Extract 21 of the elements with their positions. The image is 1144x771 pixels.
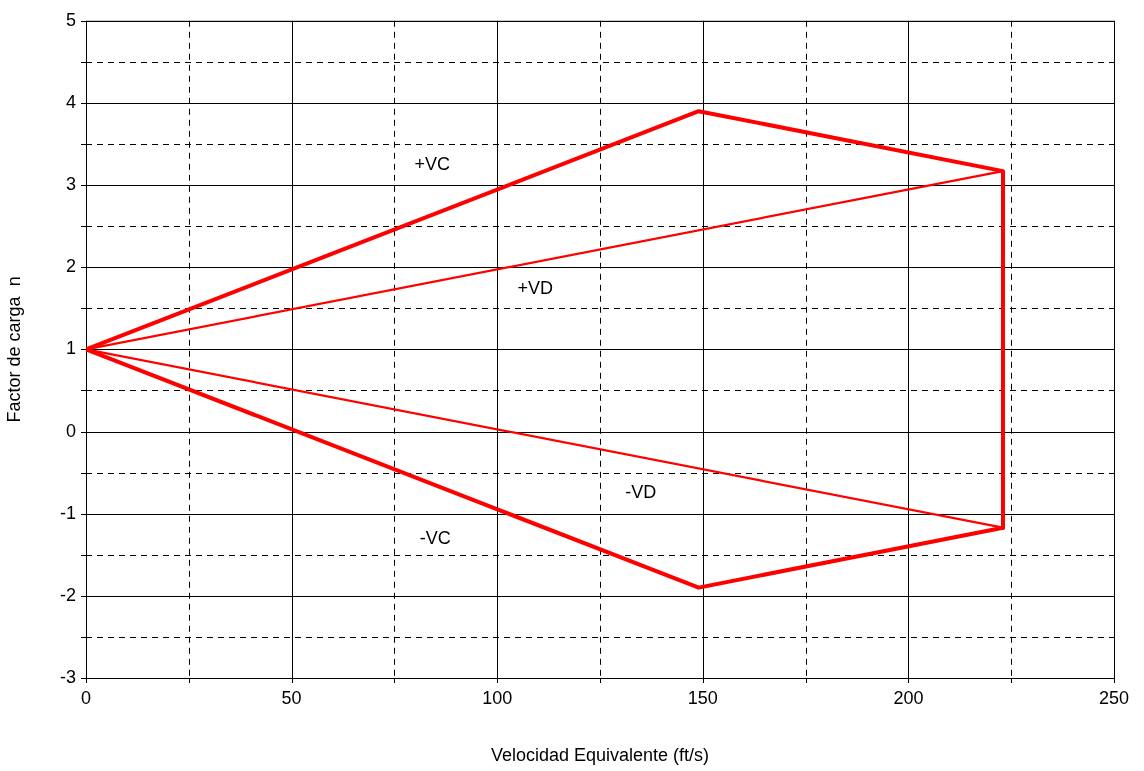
- series-label: +VC: [414, 153, 450, 174]
- y-tick-label: -1: [59, 502, 76, 523]
- y-tick-label: 2: [65, 256, 76, 277]
- y-tick-label: -2: [59, 584, 76, 605]
- y-tick-label: 4: [65, 91, 76, 112]
- series-label: -VD: [625, 482, 657, 503]
- x-axis-title: Velocidad Equivalente (ft/s): [490, 745, 710, 766]
- y-tick-label: -3: [59, 666, 76, 687]
- x-tick-label: 250: [1098, 687, 1130, 708]
- x-tick-label: 200: [893, 687, 924, 708]
- y-tick-label: 0: [65, 420, 76, 441]
- y-tick-label: 1: [65, 338, 76, 359]
- y-axis-title: Factor de carga n: [3, 276, 24, 423]
- y-tick-label: 5: [65, 9, 76, 30]
- x-tick-label: 50: [281, 687, 302, 708]
- series-label: -VC: [419, 528, 451, 549]
- series-label: +VD: [517, 278, 554, 299]
- x-tick-label: 150: [687, 687, 718, 708]
- x-tick-label: 100: [482, 687, 513, 708]
- x-tick-label: 0: [80, 687, 92, 708]
- y-tick-label: 3: [65, 174, 76, 195]
